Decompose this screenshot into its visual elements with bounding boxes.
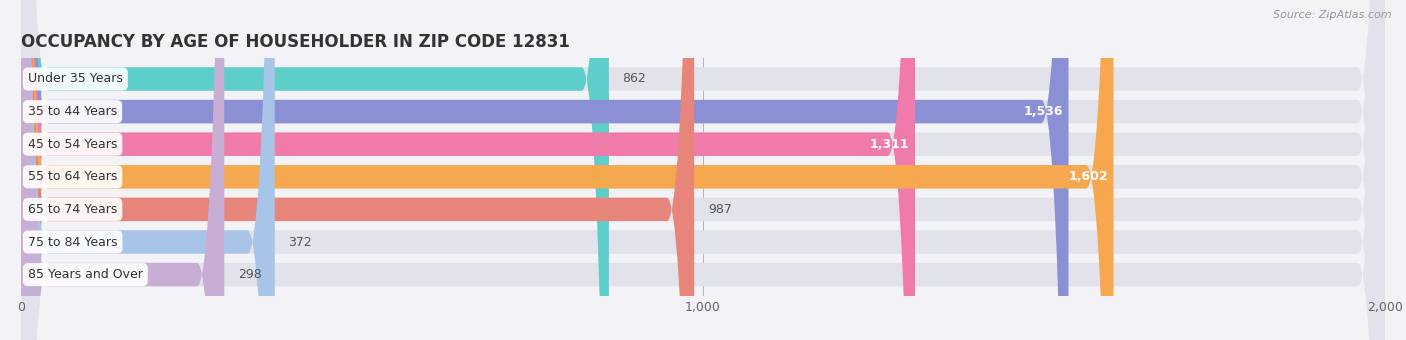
FancyBboxPatch shape xyxy=(21,0,695,340)
Text: Under 35 Years: Under 35 Years xyxy=(28,72,122,85)
FancyBboxPatch shape xyxy=(21,0,1385,340)
FancyBboxPatch shape xyxy=(21,0,1385,340)
FancyBboxPatch shape xyxy=(21,0,1385,340)
FancyBboxPatch shape xyxy=(21,0,1385,340)
Text: OCCUPANCY BY AGE OF HOUSEHOLDER IN ZIP CODE 12831: OCCUPANCY BY AGE OF HOUSEHOLDER IN ZIP C… xyxy=(21,33,569,51)
FancyBboxPatch shape xyxy=(21,0,609,340)
FancyBboxPatch shape xyxy=(21,0,274,340)
Text: 75 to 84 Years: 75 to 84 Years xyxy=(28,236,118,249)
Text: 862: 862 xyxy=(623,72,647,85)
Text: 45 to 54 Years: 45 to 54 Years xyxy=(28,138,117,151)
FancyBboxPatch shape xyxy=(21,0,1385,340)
FancyBboxPatch shape xyxy=(21,0,1385,340)
Text: 298: 298 xyxy=(238,268,262,281)
Text: 55 to 64 Years: 55 to 64 Years xyxy=(28,170,117,183)
Text: 1,311: 1,311 xyxy=(870,138,910,151)
Text: 1,536: 1,536 xyxy=(1024,105,1063,118)
Text: 85 Years and Over: 85 Years and Over xyxy=(28,268,143,281)
Text: 372: 372 xyxy=(288,236,312,249)
FancyBboxPatch shape xyxy=(21,0,1069,340)
FancyBboxPatch shape xyxy=(21,0,1114,340)
FancyBboxPatch shape xyxy=(21,0,1385,340)
FancyBboxPatch shape xyxy=(21,0,915,340)
Text: Source: ZipAtlas.com: Source: ZipAtlas.com xyxy=(1274,10,1392,20)
Text: 35 to 44 Years: 35 to 44 Years xyxy=(28,105,117,118)
Text: 987: 987 xyxy=(707,203,731,216)
Text: 1,602: 1,602 xyxy=(1069,170,1108,183)
Text: 65 to 74 Years: 65 to 74 Years xyxy=(28,203,117,216)
FancyBboxPatch shape xyxy=(21,0,225,340)
